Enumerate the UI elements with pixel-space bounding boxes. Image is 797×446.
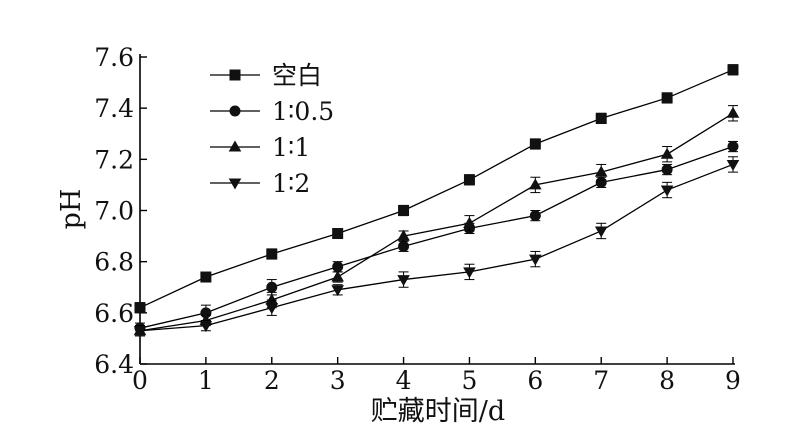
legend: 空白 1∶0.5 1∶1 1∶2 — [210, 61, 334, 198]
legend-label: 1∶0.5 — [272, 97, 334, 126]
x-tick-label: 5 — [461, 366, 477, 395]
x-tick-label: 7 — [593, 366, 609, 395]
series-line — [139, 69, 734, 309]
legend-marker — [229, 69, 241, 81]
data-point — [594, 226, 608, 238]
y-tick-label: 6.8 — [94, 248, 134, 277]
y-axis-title: pH — [56, 189, 87, 230]
legend-marker — [229, 105, 241, 117]
y-tick-label: 7.6 — [94, 43, 134, 72]
data-point — [331, 270, 344, 282]
legend-item-3: 1∶1 — [210, 133, 310, 162]
x-tick-label: 4 — [396, 366, 412, 395]
data-point — [134, 302, 146, 314]
axes: 6.4 6.6 6.8 7.0 7.2 7.4 7.6 0 1 2 3 4 5 6 7 8 9 — [94, 43, 741, 395]
data-point — [463, 216, 476, 228]
data-point — [594, 165, 608, 177]
data-point — [332, 261, 344, 273]
x-tick-label: 9 — [725, 366, 741, 395]
data-point — [529, 178, 542, 190]
y-tick-label: 6.4 — [94, 350, 134, 379]
data-point — [332, 228, 344, 240]
data-point — [661, 92, 673, 104]
data-point — [265, 293, 279, 305]
legend-marker — [228, 178, 242, 190]
series-layer — [133, 64, 740, 338]
data-point — [133, 326, 147, 338]
data-point — [529, 254, 542, 266]
series-2 — [134, 140, 739, 334]
data-point — [463, 174, 475, 186]
data-point — [200, 271, 212, 283]
data-point — [397, 229, 410, 241]
legend-label: 空白 — [272, 61, 322, 90]
series-line — [139, 163, 734, 332]
data-point — [266, 281, 278, 293]
legend-label: 1∶2 — [272, 169, 310, 198]
data-point — [397, 275, 410, 287]
data-point — [266, 248, 278, 260]
y-tick-label: 7.0 — [94, 197, 134, 226]
data-point — [726, 159, 740, 171]
x-tick-label: 8 — [659, 366, 675, 395]
data-point — [398, 205, 410, 216]
data-point — [660, 185, 674, 197]
legend-item-2: 1∶0.5 — [210, 97, 334, 126]
data-point — [398, 240, 410, 252]
y-tick-label: 7.4 — [94, 94, 134, 123]
series-4 — [133, 156, 740, 338]
x-tick-label: 3 — [330, 366, 346, 395]
data-point — [463, 267, 476, 279]
series-3 — [133, 105, 740, 337]
x-tick-label: 2 — [264, 366, 280, 395]
data-point — [199, 321, 213, 333]
y-tick-label: 6.6 — [94, 299, 134, 328]
x-tick-label: 1 — [198, 366, 214, 395]
data-point — [595, 112, 607, 124]
data-point — [661, 164, 673, 176]
x-tick-label: 0 — [132, 366, 148, 395]
series-line — [139, 112, 734, 332]
legend-item-1: 空白 — [210, 61, 322, 90]
legend-item-4: 1∶2 — [210, 169, 310, 198]
data-point — [660, 147, 674, 159]
y-tick-label: 7.2 — [94, 145, 134, 174]
data-point — [726, 106, 740, 118]
data-point — [265, 303, 279, 315]
data-point — [529, 138, 541, 150]
x-tick-label: 6 — [527, 366, 543, 395]
legend-marker — [228, 140, 242, 152]
legend-label: 1∶1 — [272, 133, 310, 162]
data-point — [727, 141, 739, 153]
data-point — [331, 285, 344, 297]
data-point — [727, 64, 739, 76]
series-1 — [134, 64, 739, 314]
x-axis-title: 贮藏时间/d — [371, 396, 505, 427]
series-line — [139, 145, 734, 329]
data-point — [529, 210, 541, 222]
